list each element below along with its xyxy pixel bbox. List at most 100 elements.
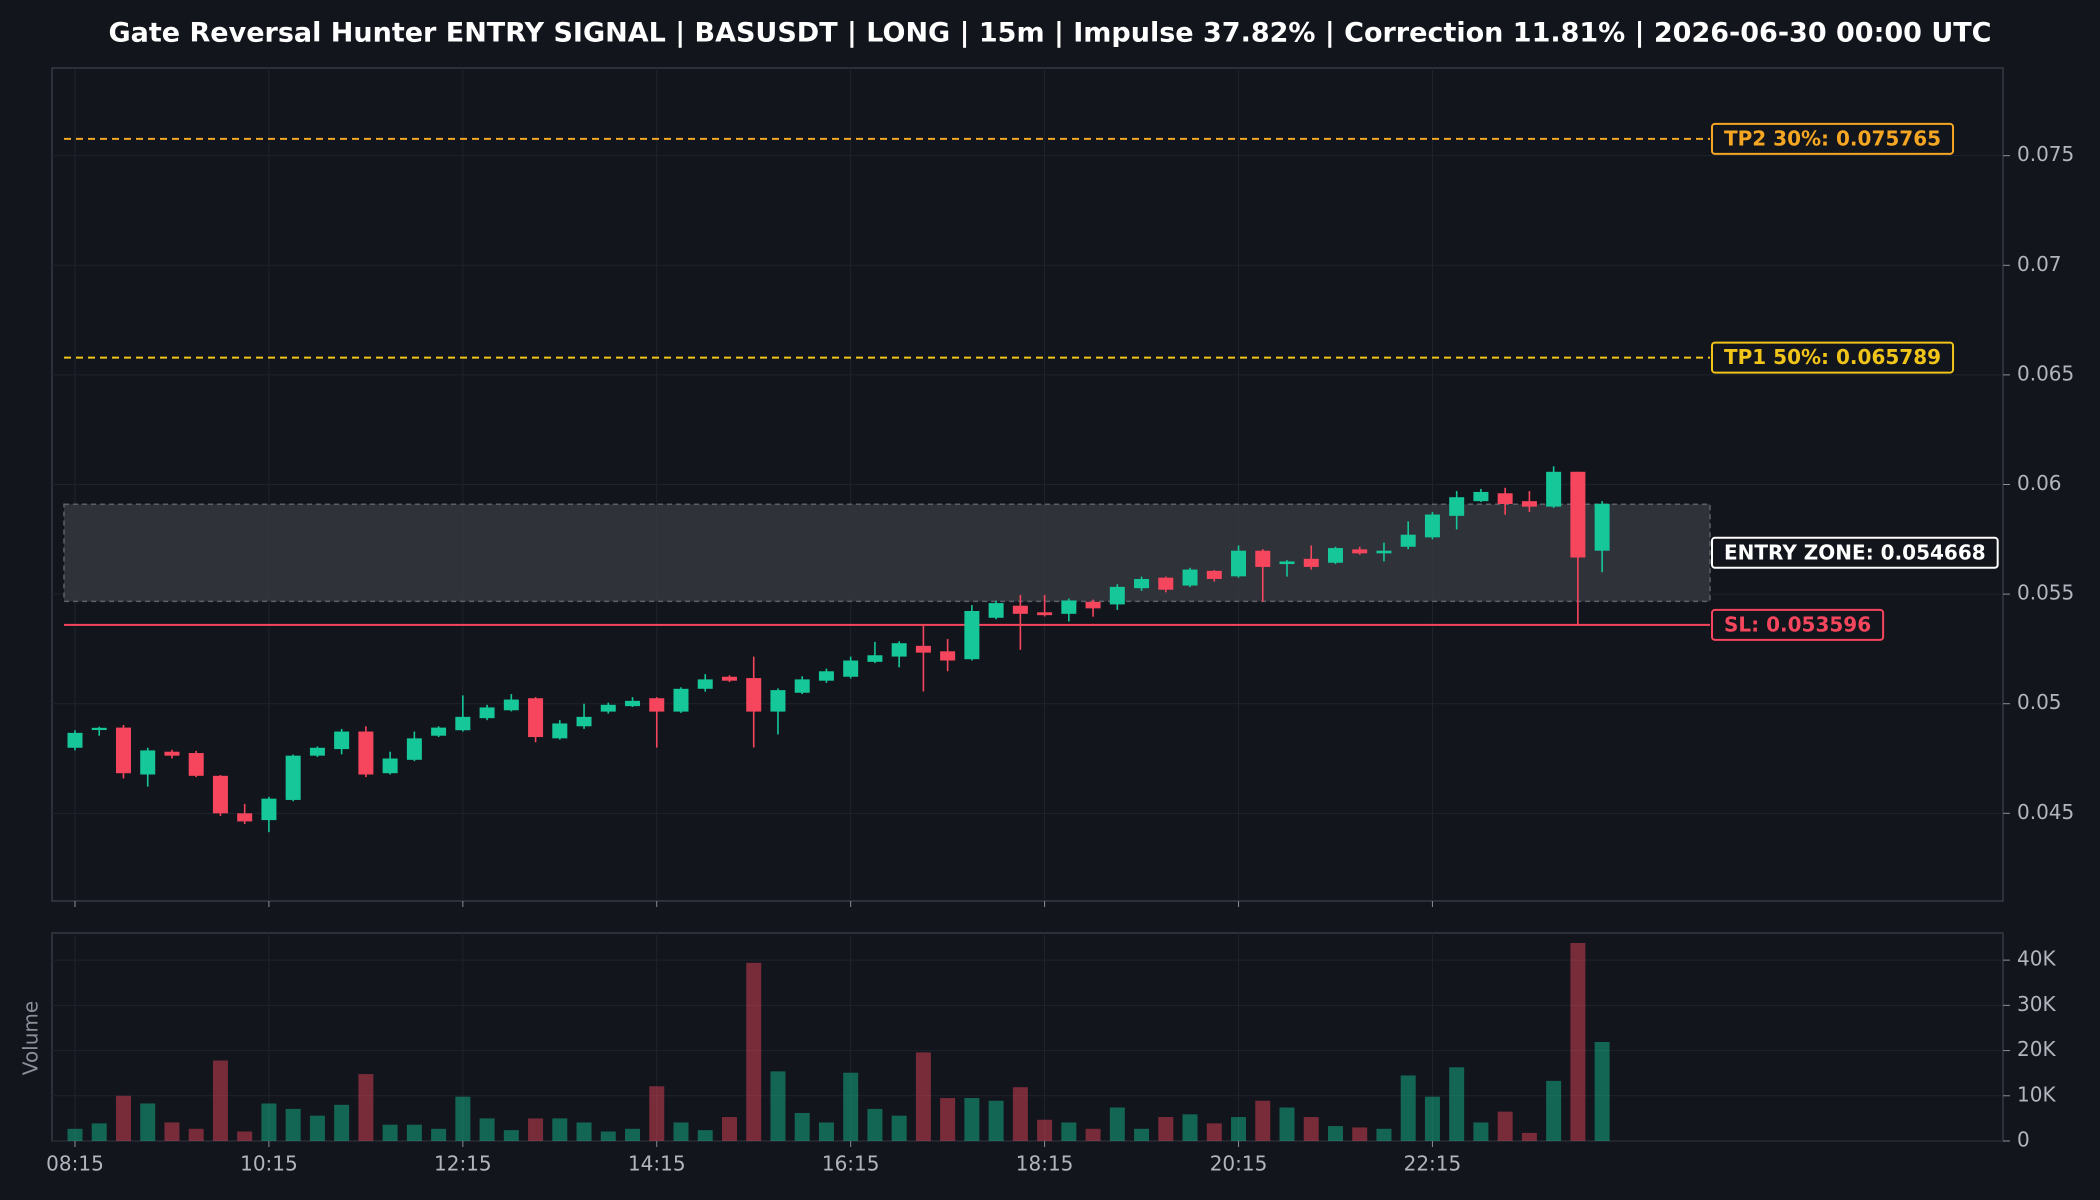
volume-bar bbox=[915, 1052, 931, 1141]
x-tick-label: 20:15 bbox=[1210, 1152, 1268, 1176]
level-box bbox=[1711, 608, 1885, 641]
level-label: TP2 30%: 0.075765 bbox=[1724, 126, 1941, 150]
volume-bar bbox=[1570, 942, 1586, 1141]
volume-panel bbox=[51, 932, 2004, 1142]
level-label: TP1 50%: 0.065789 bbox=[1724, 345, 1941, 369]
x-tick-label: 12:15 bbox=[434, 1152, 492, 1176]
volume-bar bbox=[1279, 1107, 1295, 1141]
volume-bar bbox=[697, 1130, 713, 1141]
candle-body bbox=[1134, 578, 1150, 589]
volume-bar bbox=[1061, 1122, 1077, 1141]
candle-body bbox=[431, 727, 447, 736]
candle-body bbox=[794, 679, 810, 693]
candle-body bbox=[1497, 493, 1513, 505]
candle-body bbox=[285, 755, 301, 800]
candle-body bbox=[1255, 550, 1271, 567]
volume-bar bbox=[576, 1122, 592, 1141]
volume-bar bbox=[1206, 1123, 1222, 1141]
candle-body bbox=[1521, 501, 1537, 507]
candle-body bbox=[261, 798, 277, 821]
volume-bar bbox=[600, 1131, 616, 1141]
level-box bbox=[1711, 341, 1955, 374]
volume-bar bbox=[261, 1103, 277, 1141]
volume-bar bbox=[212, 1060, 228, 1141]
candle-body bbox=[843, 660, 859, 677]
volume-bar bbox=[431, 1128, 447, 1141]
candle-body bbox=[212, 775, 228, 814]
volume-bar bbox=[1231, 1117, 1247, 1141]
candle-body bbox=[625, 700, 641, 707]
volume-bar bbox=[1037, 1119, 1053, 1141]
candle-body bbox=[1546, 471, 1562, 507]
candle-body bbox=[1182, 569, 1198, 586]
volume-bar bbox=[455, 1096, 471, 1141]
candle-body bbox=[1400, 534, 1416, 547]
volume-bar bbox=[382, 1124, 398, 1141]
x-tick-label: 10:15 bbox=[240, 1152, 298, 1176]
y-tick-label: 40K bbox=[2017, 947, 2056, 971]
candle-body bbox=[1376, 550, 1392, 554]
volume-bar bbox=[940, 1098, 956, 1141]
volume-bar bbox=[1109, 1107, 1125, 1141]
candle-body bbox=[867, 655, 883, 662]
candle-body bbox=[600, 704, 616, 712]
level-label: SL: 0.053596 bbox=[1724, 612, 1871, 636]
x-tick-label: 16:15 bbox=[822, 1152, 880, 1176]
volume-bar bbox=[334, 1104, 350, 1141]
y-tick-label: 0.075 bbox=[2017, 142, 2074, 166]
entry-zone-box bbox=[1711, 536, 1999, 569]
volume-bar bbox=[891, 1115, 907, 1141]
volume-bar bbox=[1327, 1126, 1343, 1141]
volume-bar bbox=[1376, 1128, 1392, 1141]
candle-body bbox=[1352, 549, 1368, 554]
entry-zone bbox=[63, 503, 1711, 603]
candle-body bbox=[1061, 600, 1077, 614]
candle-body bbox=[140, 750, 156, 775]
candle-body bbox=[115, 727, 131, 774]
volume-bar bbox=[649, 1086, 665, 1141]
volume-bar bbox=[285, 1108, 301, 1141]
volume-bar bbox=[867, 1108, 883, 1141]
volume-bar bbox=[794, 1112, 810, 1141]
y-tick-label: 0.065 bbox=[2017, 361, 2074, 385]
candle-body bbox=[237, 813, 253, 822]
candle-body bbox=[1594, 503, 1610, 551]
volume-bar bbox=[1594, 1041, 1610, 1141]
volume-bar bbox=[721, 1117, 737, 1141]
candle-body bbox=[552, 723, 568, 739]
volume-bar bbox=[770, 1071, 786, 1141]
volume-bar bbox=[1134, 1128, 1150, 1141]
volume-bar bbox=[1012, 1087, 1028, 1141]
x-tick-label: 18:15 bbox=[1016, 1152, 1074, 1176]
volume-bar bbox=[309, 1115, 325, 1141]
candle-body bbox=[1206, 570, 1222, 579]
candle-body bbox=[940, 651, 956, 661]
volume-bar bbox=[818, 1122, 834, 1141]
volume-bar bbox=[746, 962, 762, 1141]
candle-body bbox=[164, 751, 180, 756]
volume-bar bbox=[91, 1123, 107, 1141]
candle-body bbox=[1012, 605, 1028, 614]
volume-bar bbox=[1182, 1114, 1198, 1141]
volume-bar bbox=[140, 1103, 156, 1141]
candle-body bbox=[91, 727, 107, 731]
volume-bar bbox=[479, 1118, 495, 1141]
volume-bar bbox=[358, 1074, 374, 1141]
volume-bar bbox=[988, 1100, 1004, 1141]
candle-body bbox=[1109, 586, 1125, 605]
candle-body bbox=[673, 688, 689, 712]
y-tick-label: 0 bbox=[2017, 1128, 2030, 1152]
volume-bar bbox=[1255, 1100, 1271, 1141]
volume-bar bbox=[1449, 1067, 1465, 1141]
volume-bar bbox=[164, 1122, 180, 1141]
candle-body bbox=[358, 731, 374, 775]
y-tick-label: 0.06 bbox=[2017, 471, 2062, 495]
candle-body bbox=[334, 731, 350, 750]
volume-bar bbox=[1400, 1075, 1416, 1141]
volume-bar bbox=[1085, 1128, 1101, 1141]
candle-body bbox=[1424, 514, 1440, 538]
volume-bar bbox=[237, 1131, 253, 1141]
candle-body bbox=[479, 707, 495, 719]
y-tick-label: 20K bbox=[2017, 1037, 2056, 1061]
